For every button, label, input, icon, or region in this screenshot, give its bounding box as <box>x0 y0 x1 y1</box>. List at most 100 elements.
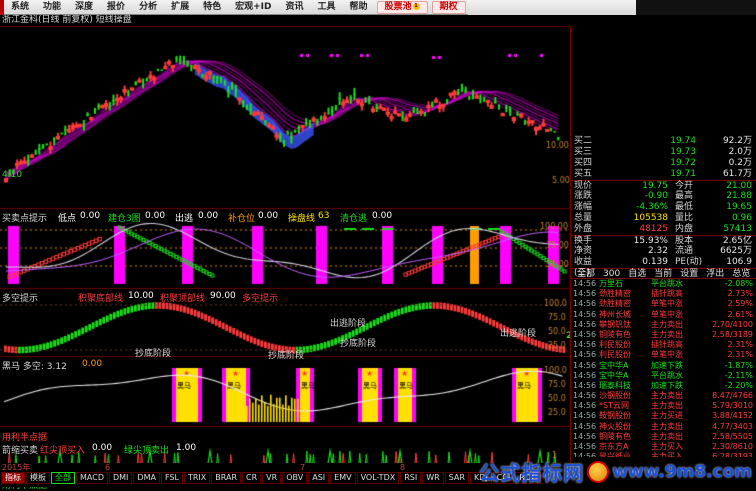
news-value: 2.58/3189 <box>712 329 753 339</box>
stat-label-inner: 内盘 <box>675 224 694 234</box>
date-tick-0: 2015年 <box>2 463 31 472</box>
menu-bar[interactable]: 系统 功能 深度 报价 分析 扩展 特色 宏观+ID 资讯 工具 帮助 股票池 1… <box>0 0 756 15</box>
indicator-button--[interactable]: 指标 <box>1 472 25 484</box>
stat-value-float: 6625万 <box>720 246 752 256</box>
bid-row-4[interactable]: 买四 19.72 0.2万 <box>571 158 756 169</box>
indicator-button-cci[interactable]: CCI <box>492 472 515 484</box>
indicator-button-kdj[interactable]: KDJ <box>469 472 492 484</box>
indicator-button-emv[interactable]: EMV <box>330 472 356 484</box>
tab-current[interactable]: 当前 <box>654 269 673 279</box>
tab-custom[interactable]: 自选 <box>628 269 647 279</box>
news-row[interactable]: 14:56 *ST云网 主力卖出 5.79/3010 <box>571 401 756 411</box>
menu-item-system[interactable]: 系统 <box>11 1 30 12</box>
longshort-annotation-1: 抄底阶段 <box>340 339 377 349</box>
stat-value-volratio: 0.96 <box>731 213 752 223</box>
news-row[interactable]: 14:56 鞍钢股份 主力买进 3.88/4152 <box>571 411 756 421</box>
news-row[interactable]: 14:56 利民股份 插针跳高 2.31% <box>571 340 756 350</box>
news-row[interactable]: 14:56 宝中华A 加速下跌 -1.87% <box>571 361 756 371</box>
news-row[interactable]: 14:56 劲胜精密 插针跳高 2.73% <box>571 289 756 299</box>
indicator-button-asi[interactable]: ASI <box>308 472 330 484</box>
indicator-button-macd[interactable]: MACD <box>76 472 108 484</box>
news-event-type: 加速下跌 <box>651 360 683 370</box>
indicator-button-brar[interactable]: BRAR <box>211 472 242 484</box>
news-time: 14:56 <box>573 319 597 329</box>
indicator-button-cr[interactable]: CR <box>242 472 262 484</box>
news-row[interactable]: 14:56 景兴纸业 主力买入 6.28/3193 <box>571 452 756 457</box>
menu-left-accent <box>0 0 4 15</box>
news-row[interactable]: 14:56 攀钢钒钛 主力卖出 2.70/4100 <box>571 320 756 330</box>
news-row[interactable]: 14:56 神州长城 单笔中涨 2.61% <box>571 310 756 320</box>
menu-item-help[interactable]: 帮助 <box>349 1 368 12</box>
tab-overview[interactable]: 总览 <box>732 269 751 279</box>
news-row[interactable]: 14:56 万里石 平台跳水 -2.08% <box>571 279 756 289</box>
news-row[interactable]: 14:56 神火股份 主力卖出 4.77/3403 <box>571 422 756 432</box>
indicator-button-roc[interactable]: ROC <box>515 472 541 484</box>
blackhorse-pane-title: 黑马 多空: 3.12 <box>2 362 67 372</box>
news-row[interactable]: 14:56 京东方A 主力买入 2.30/8610 <box>571 442 756 452</box>
news-time: 14:56 <box>573 289 597 299</box>
tab-all[interactable]: 全部 <box>577 269 596 279</box>
news-time: 14:56 <box>573 370 597 380</box>
news-alert-list[interactable]: 14:56 万里石 平台跳水 -2.08% 14:56 劲胜精密 插针跳高 2.73% 14:5… <box>571 279 756 457</box>
news-value: -1.87% <box>724 360 753 370</box>
news-event-type: 主力卖出 <box>651 421 683 431</box>
indicator-button-sar[interactable]: SAR <box>444 472 469 484</box>
tab-float[interactable]: 浮出 <box>706 269 725 279</box>
indicator-button-dma[interactable]: DMA <box>133 472 160 484</box>
menu-item-tools[interactable]: 工具 <box>317 1 336 12</box>
news-row[interactable]: 14:56 利民股份 单笔中涨 2.31% <box>571 350 756 360</box>
news-event-type: 主力买入 <box>651 452 683 457</box>
news-row[interactable]: 14:56 瑞泰科技 加速下跌 -2.20% <box>571 381 756 391</box>
news-event-type: 主力买进 <box>651 411 683 421</box>
stat-value-pct: -4.36% <box>636 202 668 212</box>
menu-item-options[interactable]: 期权 <box>431 0 466 14</box>
longshort-field-bottom-value: 10.00 <box>128 291 154 301</box>
bid-row-2[interactable]: 买二 19.74 92.2万 <box>571 136 756 147</box>
longshort-annotation-2: 抄底阶段 <box>135 349 172 359</box>
indicator-button--[interactable]: 全部 <box>51 472 75 484</box>
news-row[interactable]: 14:56 铜陵有色 主力卖出 2.58/5505 <box>571 432 756 442</box>
tab-300[interactable]: 300 <box>603 269 621 279</box>
menu-item-quote[interactable]: 报价 <box>107 1 126 12</box>
indicator-button--[interactable]: 模板 <box>26 472 50 484</box>
buysell-field-opline-value: 63 <box>318 211 330 221</box>
news-row[interactable]: 14:56 宝中华A 平台跳水 -2.11% <box>571 371 756 381</box>
news-stock-name: 劲胜精密 <box>599 289 631 299</box>
news-row[interactable]: 14:56 劲胜精密 单笔中涨 2.59% <box>571 299 756 309</box>
arrow-field-buy-value: 0.00 <box>92 443 113 453</box>
news-row[interactable]: 14:56 铜陵有色 主力卖出 2.58/3189 <box>571 330 756 340</box>
menu-item-stock-pool[interactable]: 股票池 1 <box>376 0 428 14</box>
indicator-toolbar[interactable]: 指标 模板 全部 MACD DMI DMA FSL TRIX BRAR CR VR OBV ASI EMV… <box>0 472 756 484</box>
indicator-button-wr[interactable]: WR <box>422 472 444 484</box>
news-value: 2.31% <box>727 350 753 360</box>
stat-value-inner: 57413 <box>723 224 752 234</box>
quote-panel[interactable]: 买二 19.74 92.2万 买三 19.73 2.0万 买四 19.72 0.… <box>570 26 756 487</box>
indicator-button-rsi[interactable]: RSI <box>400 472 422 484</box>
menu-item-analysis[interactable]: 分析 <box>139 1 158 12</box>
indicator-button-trix[interactable]: TRIX <box>183 472 211 484</box>
stat-row-turnover: 换手 15.93% 股本 2.65亿 <box>571 235 756 246</box>
indicator-button-vol-tdx[interactable]: VOL-TDX <box>356 472 400 484</box>
menu-item-depth[interactable]: 深度 <box>75 1 94 12</box>
menu-item-macro[interactable]: 宏观+ID <box>235 1 272 12</box>
indicator-button-obv[interactable]: OBV <box>282 472 308 484</box>
indicator-button-vr[interactable]: VR <box>262 472 282 484</box>
arrow-pane-title: 用利半点据 <box>2 433 48 443</box>
buysell-field-build-value: 0.00 <box>145 211 166 221</box>
menu-item-feature[interactable]: 特色 <box>203 1 222 12</box>
bid-row-5[interactable]: 买五 19.71 61.7万 <box>571 169 756 180</box>
menu-item-extend[interactable]: 扩展 <box>171 1 190 12</box>
stat-label-eps: 收益(三) <box>574 257 593 278</box>
indicator-button-dmi[interactable]: DMI <box>108 472 133 484</box>
menu-item-news[interactable]: 资讯 <box>285 1 304 12</box>
menu-item-function[interactable]: 功能 <box>43 1 62 12</box>
tab-settings[interactable]: 设置 <box>680 269 699 279</box>
indicator-button-fsl[interactable]: FSL <box>160 472 183 484</box>
quote-tab-bar[interactable]: 全部 300 自选 当前 设置 浮出 总览 <box>571 268 756 279</box>
bid-row-3[interactable]: 买三 19.73 2.0万 <box>571 147 756 158</box>
bottom-bar[interactable]: 2015年 6 7 8 指标 模板 全部 MACD DMI DMA FSL TRIX BRAR C… <box>0 463 756 487</box>
bid-label-3: 买三 <box>574 147 593 157</box>
news-value: 2.70/4100 <box>712 319 753 329</box>
news-row[interactable]: 14:56 沙钢股份 主力卖出 8.47/4766 <box>571 391 756 401</box>
watermark: 公式指标网 www.9m8.com <box>479 457 752 486</box>
